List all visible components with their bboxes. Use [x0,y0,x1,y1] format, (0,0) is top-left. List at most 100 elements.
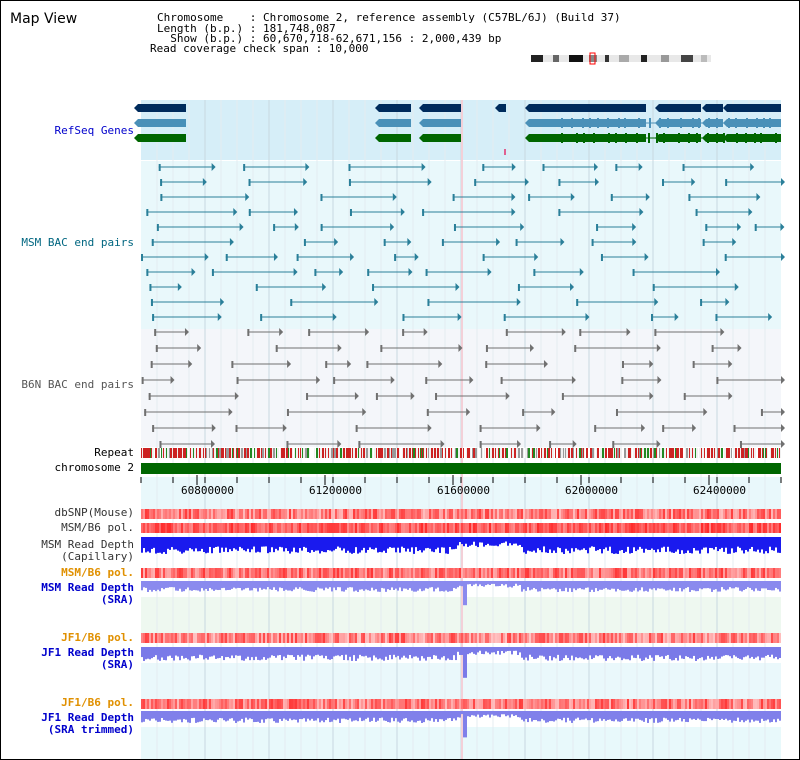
msm-b6-pol-cell [327,523,329,533]
msm-sra-depth-bar [631,581,633,592]
msm-b6-pol-cell [335,523,337,533]
jf1-b6-pol2-cell [409,699,411,709]
msm-b6-pol-cell [395,523,397,533]
jf1-trim-depth-bar [427,711,429,721]
track-label-refseq-genes[interactable]: RefSeq Genes [54,124,134,137]
track-label-msm-b6-pol-2[interactable]: MSM/B6 pol. [61,566,134,579]
track-label-msm-bac[interactable]: MSM BAC end pairs [21,236,134,249]
jf1-b6-pol2-cell [637,699,639,709]
jf1-sra-depth-bar [311,647,313,660]
msm-b6-pol-cell [235,523,237,533]
jf1-b6-pol-cell [667,633,669,643]
msm-b6-pol-cell [733,523,735,533]
msm-sra-depth-bar [681,581,683,592]
jf1-b6-pol-cell [539,633,541,643]
msm-sra-depth-bar [153,581,155,590]
msm-capillary-depth-bar [683,537,685,554]
jf1-trim-depth-bar [655,711,657,719]
msm-b6-pol2-cell [397,568,399,578]
msm-b6-pol2-cell [303,568,305,578]
jf1-b6-pol2-cell [577,699,579,709]
msm-capillary-depth-bar [297,537,299,553]
dbsnp-cell [517,509,519,519]
msm-sra-depth-bar [645,581,647,591]
jf1-b6-pol2-cell [309,699,311,709]
gene-exon [624,118,626,128]
msm-b6-pol2-cell [565,568,567,578]
jf1-b6-pol2-cell [665,699,667,709]
msm-bac-pair-end [453,224,456,231]
msm-b6-pol2-cell [209,568,211,578]
jf1-trim-depth-bar [631,711,633,719]
jf1-trim-depth-bar [305,711,307,722]
repeat-element [144,448,146,458]
jf1-trim-depth-bar [199,711,201,722]
jf1-sra-depth-bar [347,647,349,661]
msm-capillary-depth-bar [285,537,287,549]
jf1-b6-pol2-cell [377,699,379,709]
track-label-jf1-b6-pol[interactable]: JF1/B6 pol. [61,631,134,644]
jf1-b6-pol-cell [639,633,641,643]
track-label-jf1-depth-sra[interactable]: JF1 Read Depth [41,646,134,659]
repeat-element [511,448,512,458]
jf1-b6-pol-cell [619,633,621,643]
msm-bac-pair-arrow [639,208,644,216]
msm-bac-pair-end [149,284,152,291]
track-label-msm-b6-pol[interactable]: MSM/B6 pol. [61,521,134,534]
jf1-b6-pol-cell [677,633,679,643]
track-label-jf1-b6-pol-2[interactable]: JF1/B6 pol. [61,696,134,709]
msm-sra-depth-bar [325,581,327,588]
track-label-dbsnp[interactable]: dbSNP(Mouse) [54,506,134,519]
msm-bac-pair-end [314,269,317,276]
msm-b6-pol2-cell [389,568,391,578]
b6n-bac-pair-end [522,409,525,416]
msm-b6-pol-cell [379,523,381,533]
track-label-b6n-bac[interactable]: B6N BAC end pairs [21,378,134,391]
msm-bac-pair-arrow [756,193,761,201]
jf1-sra-depth-bar [615,647,617,658]
msm-b6-pol-cell [255,523,257,533]
jf1-b6-pol-cell [205,633,207,643]
jf1-sra-depth-bar [147,647,149,659]
repeat-element [658,448,659,458]
dbsnp-cell [641,509,643,519]
jf1-sra-depth-bar [153,647,155,657]
msm-capillary-depth-bar [525,537,527,554]
msm-sra-depth-bar [355,581,357,591]
msm-sra-depth-bar [229,581,231,590]
msm-b6-pol-cell [651,523,653,533]
msm-bac-pair-arrow [294,223,299,231]
repeat-element [233,448,234,458]
dbsnp-cell [355,509,357,519]
msm-sra-depth-bar [311,581,313,592]
repeat-element [587,448,588,458]
track-label-jf1-depth-trimmed[interactable]: JF1 Read Depth [41,711,134,724]
dbsnp-cell [265,509,267,519]
jf1-b6-pol2-cell [551,699,553,709]
msm-capillary-depth-bar [373,537,375,550]
gene-exon [735,118,737,128]
track-label-chromosome[interactable]: chromosome 2 [54,461,134,474]
track-label-repeat[interactable]: Repeat [94,446,134,459]
jf1-trim-depth-bar [411,711,413,721]
jf1-trim-depth-bar [257,711,259,722]
msm-b6-pol-cell [457,523,459,533]
jf1-trim-depth-bar [597,711,599,722]
track-label-msm-depth-capillary[interactable]: MSM Read Depth [41,538,134,551]
chromosome-ideogram[interactable] [1,1,800,81]
msm-sra-depth-bar [211,581,213,590]
msm-sra-depth-bar [197,581,199,591]
msm-sra-depth-bar [397,581,399,591]
msm-b6-pol2-cell [755,568,757,578]
msm-sra-depth-bar [343,581,345,592]
jf1-b6-pol2-cell [635,699,637,709]
msm-b6-pol2-cell [341,568,343,578]
msm-bac-pair-arrow [632,223,637,231]
track-label-msm-depth-sra[interactable]: MSM Read Depth [41,581,134,594]
jf1-trim-depth-bar [663,711,665,718]
msm-b6-pol2-cell [329,568,331,578]
jf1-b6-pol2-cell [617,699,619,709]
msm-capillary-depth-bar [737,537,739,547]
msm-sra-depth-bar [427,581,429,589]
